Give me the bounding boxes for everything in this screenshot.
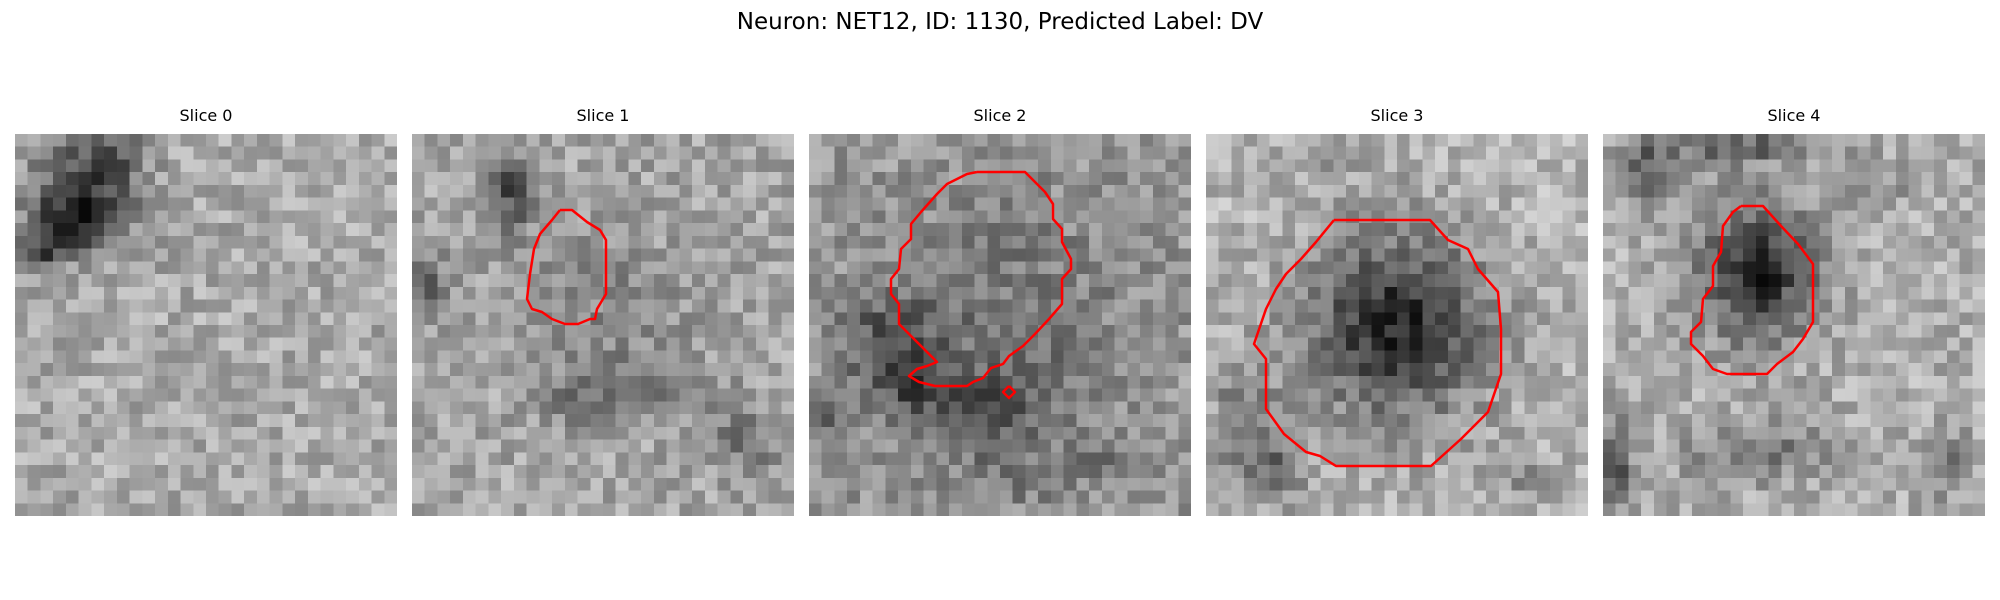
roi-contour — [889, 170, 1073, 388]
panel-title: Slice 4 — [1767, 106, 1821, 125]
panel-slice-3: Slice 3 — [1206, 106, 1588, 516]
roi-contour — [525, 208, 608, 326]
roi-contour — [1689, 204, 1815, 376]
roi-contour — [1252, 218, 1503, 468]
figure-title: Neuron: NET12, ID: 1130, Predicted Label… — [736, 9, 1264, 35]
panel-slice-2: Slice 2 — [809, 106, 1191, 516]
roi-contour-overlay — [889, 170, 1073, 400]
panel-slice-1: Slice 1 — [412, 106, 794, 516]
panel-title: Slice 1 — [576, 106, 630, 125]
panel-title: Slice 0 — [179, 106, 233, 125]
slice-image — [412, 134, 794, 516]
roi-contour-overlay — [525, 208, 608, 326]
slice-image — [15, 134, 397, 516]
roi-contour-overlay — [1689, 204, 1815, 376]
panel-slice-0: Slice 0 — [15, 106, 397, 516]
slice-image — [809, 134, 1191, 516]
panel-title: Slice 3 — [1370, 106, 1424, 125]
panel-title: Slice 2 — [973, 106, 1027, 125]
panel-slice-4: Slice 4 — [1603, 106, 1985, 516]
slice-image — [1206, 134, 1588, 516]
roi-contour-overlay — [1252, 218, 1503, 468]
slice-image — [1603, 134, 1985, 516]
roi-contour — [1001, 385, 1017, 400]
